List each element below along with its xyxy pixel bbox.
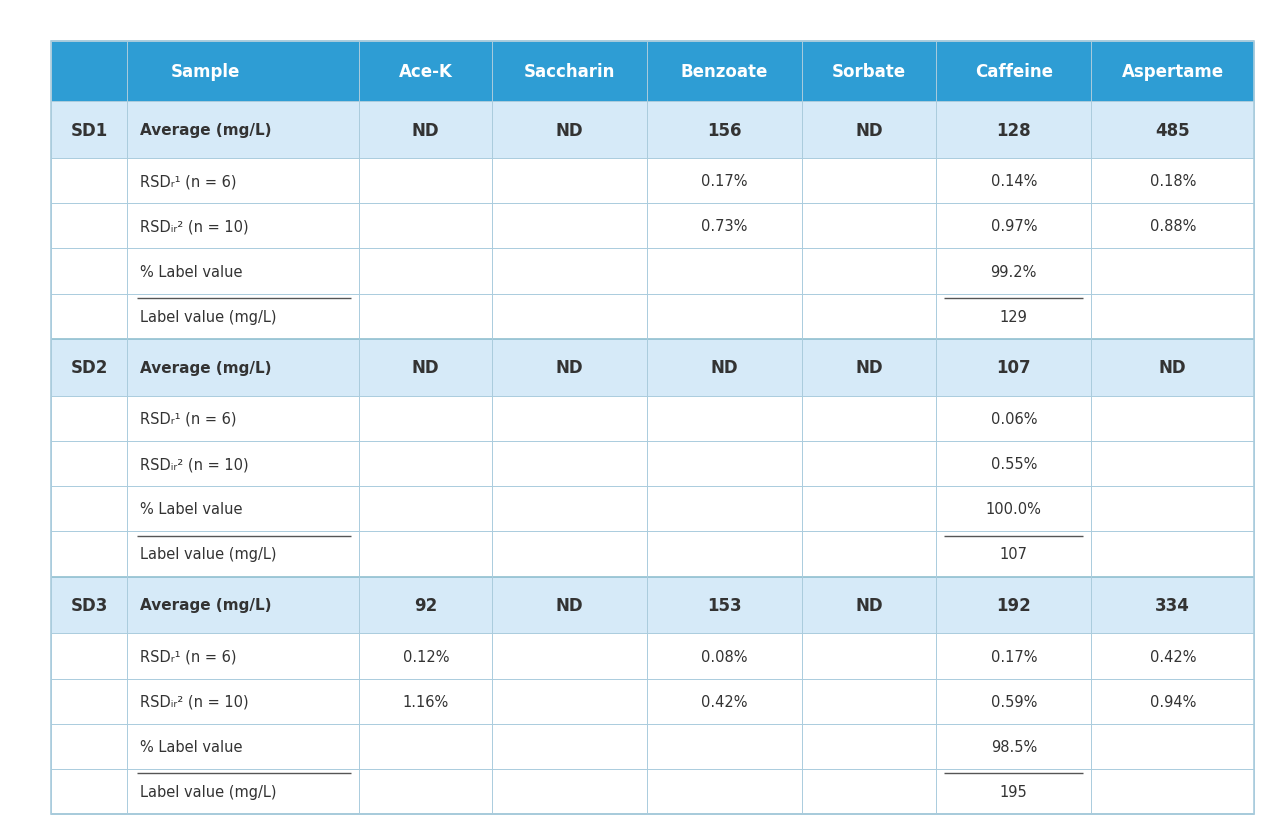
Text: 0.59%: 0.59% <box>991 694 1037 709</box>
Text: SD1: SD1 <box>70 121 108 140</box>
Text: ND: ND <box>1158 359 1187 377</box>
Text: 98.5%: 98.5% <box>991 739 1037 754</box>
Text: 0.94%: 0.94% <box>1149 694 1196 709</box>
Text: Sample: Sample <box>170 63 239 81</box>
Text: RSDᵢᵣ² (n = 10): RSDᵢᵣ² (n = 10) <box>140 219 248 234</box>
Text: RSDᵣ¹ (n = 6): RSDᵣ¹ (n = 6) <box>140 411 237 426</box>
Text: 0.55%: 0.55% <box>991 456 1037 472</box>
Text: % Label value: % Label value <box>140 502 242 517</box>
Text: % Label value: % Label value <box>140 264 242 279</box>
Text: 0.18%: 0.18% <box>1149 174 1196 189</box>
Text: ND: ND <box>855 359 883 377</box>
Bar <box>51 634 1254 679</box>
Text: 0.73%: 0.73% <box>701 219 748 234</box>
Text: 128: 128 <box>996 121 1032 140</box>
Text: RSDᵣ¹ (n = 6): RSDᵣ¹ (n = 6) <box>140 649 237 664</box>
Text: 0.42%: 0.42% <box>1149 649 1196 664</box>
Text: Average (mg/L): Average (mg/L) <box>140 598 271 613</box>
Text: 0.17%: 0.17% <box>701 174 748 189</box>
Text: 0.42%: 0.42% <box>701 694 748 709</box>
Text: RSDᵢᵣ² (n = 10): RSDᵢᵣ² (n = 10) <box>140 694 248 709</box>
Text: Caffeine: Caffeine <box>975 63 1052 81</box>
Text: 107: 107 <box>996 359 1032 377</box>
Bar <box>51 204 1254 249</box>
Text: ND: ND <box>556 121 584 140</box>
Text: ND: ND <box>412 359 439 377</box>
Text: Sorbate: Sorbate <box>832 63 906 81</box>
Text: 485: 485 <box>1156 121 1190 140</box>
Text: 192: 192 <box>996 596 1032 614</box>
Text: 0.17%: 0.17% <box>991 649 1037 664</box>
Text: Benzoate: Benzoate <box>681 63 768 81</box>
Text: 92: 92 <box>415 596 438 614</box>
Text: SD3: SD3 <box>70 596 108 614</box>
Text: ND: ND <box>855 596 883 614</box>
Text: 1.16%: 1.16% <box>403 694 449 709</box>
Text: 153: 153 <box>707 596 741 614</box>
Text: 99.2%: 99.2% <box>991 264 1037 279</box>
Text: RSDᵣ¹ (n = 6): RSDᵣ¹ (n = 6) <box>140 174 237 189</box>
Bar <box>51 679 1254 724</box>
Bar <box>51 42 1254 102</box>
Bar <box>51 487 1254 532</box>
Text: 107: 107 <box>1000 547 1028 562</box>
Text: 156: 156 <box>707 121 741 140</box>
Text: 0.88%: 0.88% <box>1149 219 1196 234</box>
Bar <box>51 294 1254 339</box>
Text: Average (mg/L): Average (mg/L) <box>140 123 271 138</box>
Text: 334: 334 <box>1156 596 1190 614</box>
Text: Label value (mg/L): Label value (mg/L) <box>140 547 276 562</box>
Text: 0.97%: 0.97% <box>991 219 1037 234</box>
Text: Ace-K: Ace-K <box>399 63 453 81</box>
Text: Aspertame: Aspertame <box>1121 63 1224 81</box>
Text: % Label value: % Label value <box>140 739 242 754</box>
Text: RSDᵢᵣ² (n = 10): RSDᵢᵣ² (n = 10) <box>140 456 248 472</box>
Text: Label value (mg/L): Label value (mg/L) <box>140 309 276 324</box>
Text: ND: ND <box>412 121 439 140</box>
Text: 195: 195 <box>1000 784 1028 799</box>
Text: Average (mg/L): Average (mg/L) <box>140 360 271 375</box>
Text: 100.0%: 100.0% <box>986 502 1042 517</box>
Bar <box>51 769 1254 814</box>
Text: Saccharin: Saccharin <box>524 63 616 81</box>
Text: 0.12%: 0.12% <box>402 649 449 664</box>
Bar <box>51 159 1254 204</box>
Text: SD2: SD2 <box>70 359 108 377</box>
Bar <box>51 577 1254 634</box>
Bar <box>51 102 1254 159</box>
Bar <box>51 396 1254 441</box>
Text: ND: ND <box>710 359 739 377</box>
Text: 0.14%: 0.14% <box>991 174 1037 189</box>
Bar <box>51 339 1254 396</box>
Text: 0.06%: 0.06% <box>991 411 1037 426</box>
Text: ND: ND <box>556 596 584 614</box>
Bar <box>51 249 1254 294</box>
Text: ND: ND <box>855 121 883 140</box>
Text: Label value (mg/L): Label value (mg/L) <box>140 784 276 799</box>
Text: 0.08%: 0.08% <box>701 649 748 664</box>
Text: 129: 129 <box>1000 309 1028 324</box>
Bar <box>51 441 1254 487</box>
Text: ND: ND <box>556 359 584 377</box>
Bar <box>51 724 1254 769</box>
Bar <box>51 532 1254 577</box>
